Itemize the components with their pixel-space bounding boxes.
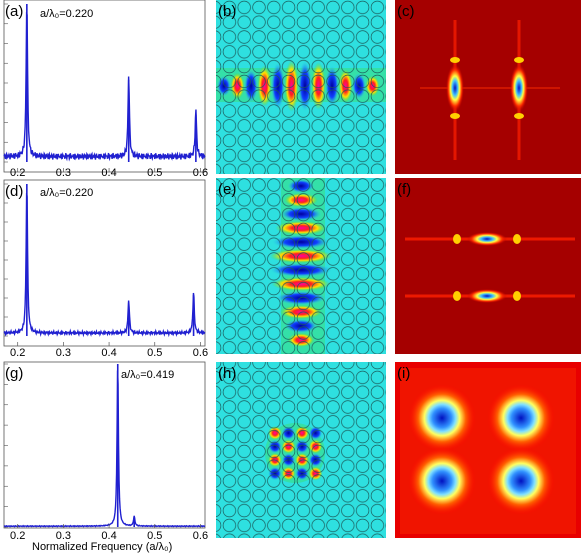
panel-g-annotation: a/λ₀=0.419 [121,369,174,381]
panel-c: (c) [395,0,581,174]
x-tick-label: 0.6 [193,347,208,359]
panel-i-peak-top-left [408,384,476,452]
x-tick-label: 0.2 [10,167,25,179]
panel-d-x-ticks: 0.2 0.3 0.4 0.5 0.6 [10,342,208,359]
spectrum-line [3,370,206,528]
x-tick-label: 0.4 [101,530,116,542]
x-tick-label: 0.4 [101,167,116,179]
panel-f-peak-top [467,232,507,246]
panel-a: (a) a/λ₀=0.220 0.2 0.3 0.4 0.5 0.6 [3,0,208,179]
x-tick-label: 0.6 [193,530,208,542]
panel-d-plot [3,183,206,338]
panel-a-label: (a) [5,3,23,20]
panel-i-peak-bottom-left [408,447,476,515]
panel-f-sidelobe [513,291,521,301]
panel-d: (d) a/λ₀=0.220 0.2 0.3 0.4 0.5 0.6 [3,179,208,359]
panel-c-peak-right [510,64,528,112]
panel-b: (b) [216,0,386,174]
x-tick-label: 0.2 [10,347,25,359]
panel-e-label: (e) [218,181,236,198]
panel-d-frame [3,179,206,347]
panel-g-plot [3,363,206,528]
panel-c-sidelobe [450,113,460,119]
x-tick-label: 0.5 [147,530,162,542]
panel-c-fourier [420,20,560,160]
x-tick-label: 0.5 [147,347,162,359]
panel-c-background [395,0,581,174]
panel-c-sidelobe [514,57,524,63]
panel-f-label: (f) [397,181,411,198]
panel-f: (f) [395,178,581,354]
panel-f-background [395,178,581,354]
x-tick-label: 0.2 [10,530,25,542]
panel-a-x-ticks: 0.2 0.3 0.4 0.5 0.6 [10,167,208,179]
panel-e: (e) [216,178,386,354]
x-tick-label: 0.4 [101,347,116,359]
panel-f-fourier [405,232,575,303]
panel-e-lattice [216,178,386,354]
spectrum-line [3,12,206,162]
x-axis-label: Normalized Frequency (a/λ₀) [32,541,172,553]
panel-f-sidelobe [513,234,521,244]
panel-a-frame [3,0,206,173]
panel-g-frame [3,361,206,529]
panel-i: (i) [395,362,581,538]
panel-b-lattice [216,0,386,174]
panel-f-sidelobe [453,234,461,244]
panel-c-sidelobe [514,113,524,119]
panel-g: (g) a/λ₀=0.419 0.2 0.3 0.4 0.5 0.6 Normalize… [3,361,208,553]
panel-i-fourier [400,368,576,534]
panel-f-peak-bottom [467,289,507,303]
panel-h-label: (h) [218,365,236,382]
panel-d-label: (d) [5,183,23,200]
spectrum-line [3,193,206,338]
panel-f-sidelobe [453,291,461,301]
x-tick-label: 0.3 [56,347,71,359]
x-tick-label: 0.3 [56,167,71,179]
panel-i-peak-top-right [487,384,555,452]
panel-g-x-ticks: 0.2 0.3 0.4 0.5 0.6 [10,524,208,542]
panel-c-label: (c) [397,3,415,20]
panel-b-label: (b) [218,3,236,20]
x-tick-label: 0.6 [193,167,208,179]
panel-i-peak-bottom-right [487,447,555,515]
panel-a-plot [3,3,206,163]
panel-g-label: (g) [5,365,23,382]
panel-a-annotation: a/λ₀=0.220 [40,8,93,20]
panel-h-lattice [216,362,386,538]
x-tick-label: 0.5 [147,167,162,179]
panel-c-sidelobe [450,57,460,63]
panel-c-peak-left [446,64,464,112]
panel-h: (h) [216,362,386,538]
x-tick-label: 0.3 [56,530,71,542]
panel-i-label: (i) [397,365,410,382]
panel-d-annotation: a/λ₀=0.220 [40,187,93,199]
